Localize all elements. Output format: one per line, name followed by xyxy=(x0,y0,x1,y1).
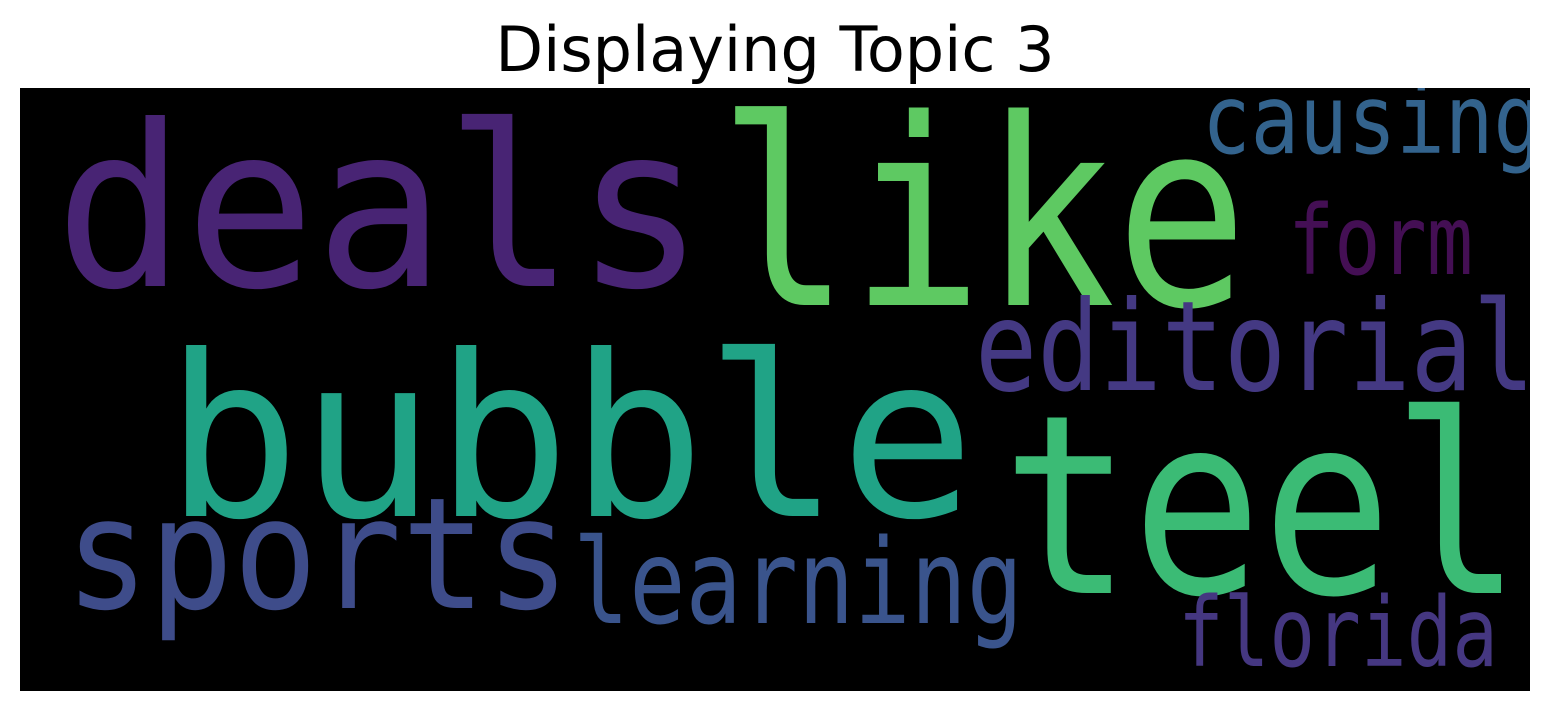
word-like: like xyxy=(718,88,1248,367)
figure-title: Displaying Topic 3 xyxy=(495,13,1055,86)
word-teel: teel xyxy=(1002,361,1522,652)
word-causing: causing xyxy=(1202,88,1530,176)
word-deals: deals xyxy=(55,88,705,340)
word-florida: florida xyxy=(1178,577,1498,689)
word-learning: learning xyxy=(573,513,1023,651)
word-sports: sports xyxy=(65,464,570,645)
word-form: form xyxy=(1288,185,1473,297)
word-cloud: deals like bubble teel causing form editorial s… xyxy=(20,88,1530,691)
word-editorial: editorial xyxy=(975,275,1530,420)
word-bubble: bubble xyxy=(165,308,975,570)
